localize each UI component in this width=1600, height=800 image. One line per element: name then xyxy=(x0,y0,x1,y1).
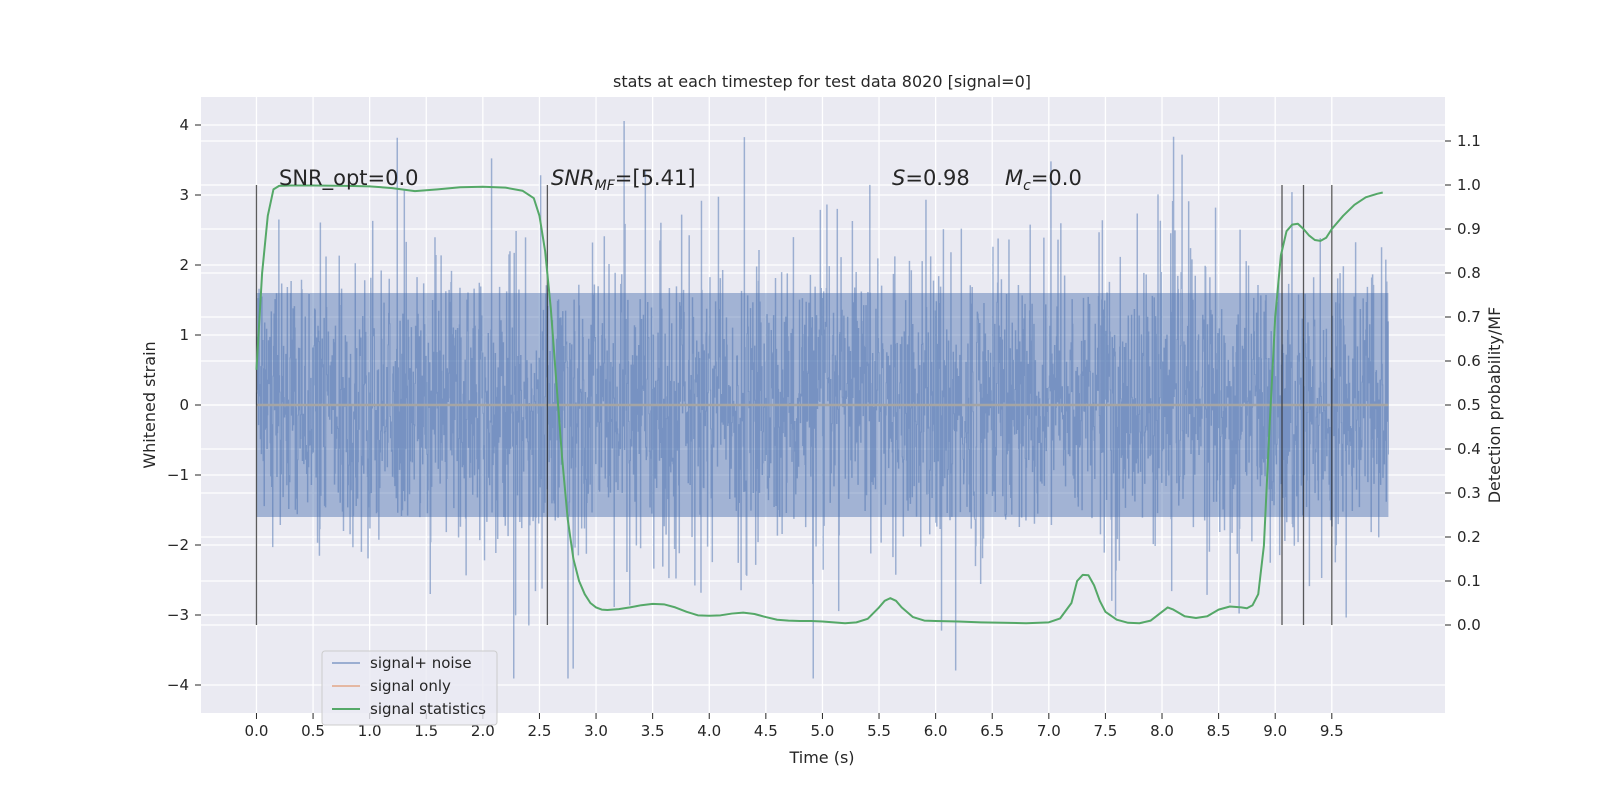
x-tick-label: 2.0 xyxy=(471,722,495,740)
x-tick-label: 0.5 xyxy=(301,722,325,740)
x-tick-label: 4.5 xyxy=(754,722,778,740)
snr-opt-annotation: SNR_opt=0.0 xyxy=(279,166,419,191)
x-tick-label: 2.5 xyxy=(528,722,552,740)
s-value: =0.98 xyxy=(905,166,969,190)
y-tick-label-left: −3 xyxy=(167,606,189,624)
y-tick-label-left: 3 xyxy=(179,186,189,204)
y-axis-label-left: Whitened strain xyxy=(140,341,159,468)
s-main: S xyxy=(892,166,905,190)
axis-ticks: 0.0 0.5 1.0 1.5 2.0 2.5 3.0 3.5 4.0 4.5 5.0 5.5 6.0 6… xyxy=(167,116,1481,740)
legend-box xyxy=(321,650,498,726)
x-tick-label: 7.5 xyxy=(1093,722,1117,740)
y-tick-label-right: 0.5 xyxy=(1457,396,1481,414)
x-tick-label: 0.0 xyxy=(245,722,269,740)
y-tick-label-right: 0.0 xyxy=(1457,616,1481,634)
mc-annotation: Mc=0.0 xyxy=(1005,166,1082,194)
x-tick-label: 1.0 xyxy=(358,722,382,740)
x-axis-label: Time (s) xyxy=(788,748,854,767)
snr-mf-annotation: SNRMF=[5.41] xyxy=(551,166,696,194)
y-tick-label-right: 0.1 xyxy=(1457,572,1481,590)
x-tick-label: 8.5 xyxy=(1207,722,1231,740)
y-tick-label-left: −4 xyxy=(167,676,189,694)
y-tick-label-right: 0.9 xyxy=(1457,220,1481,238)
statistics-series xyxy=(255,184,1383,625)
annotations: SNR_opt=0.0 SNRMF=[5.41] S=0.98 Mc=0.0 xyxy=(279,166,1082,194)
chart-title: stats at each timestep for test data 802… xyxy=(613,72,1031,91)
y-tick-label-left: 2 xyxy=(179,256,189,274)
y-axis-label-right: Detection probability/MF xyxy=(1485,307,1504,504)
x-tick-label: 7.0 xyxy=(1037,722,1061,740)
x-tick-label: 1.5 xyxy=(414,722,438,740)
snr-mf-value: =[5.41] xyxy=(615,166,696,190)
y-tick-label-right: 0.8 xyxy=(1457,264,1481,282)
y-tick-label-right: 0.6 xyxy=(1457,352,1481,370)
legend: signal+ noise signal only signal statist… xyxy=(321,650,498,726)
legend-label-statistics: signal statistics xyxy=(370,700,486,718)
snr-mf-sub: MF xyxy=(595,178,616,194)
x-tick-label: 5.5 xyxy=(867,722,891,740)
y-tick-label-left: −1 xyxy=(167,466,189,484)
y-tick-label-right: 0.3 xyxy=(1457,484,1481,502)
statistics-line xyxy=(255,184,1383,625)
x-tick-label: 9.0 xyxy=(1263,722,1287,740)
x-tick-label: 4.0 xyxy=(697,722,721,740)
mc-main: M xyxy=(1005,166,1023,190)
y-tick-label-right: 1.1 xyxy=(1457,132,1481,150)
y-tick-label-right: 0.7 xyxy=(1457,308,1481,326)
x-tick-label: 3.5 xyxy=(641,722,665,740)
x-tick-label: 5.0 xyxy=(811,722,835,740)
y-tick-label-left: −2 xyxy=(167,536,189,554)
x-tick-label: 3.0 xyxy=(584,722,608,740)
vertical-markers xyxy=(255,185,1333,625)
x-tick-label: 8.0 xyxy=(1150,722,1174,740)
legend-label-signal-only: signal only xyxy=(370,677,451,695)
mc-sub: c xyxy=(1023,178,1031,194)
y-tick-label-right: 0.2 xyxy=(1457,528,1481,546)
legend-label-noise: signal+ noise xyxy=(370,654,472,672)
x-tick-label: 6.5 xyxy=(980,722,1004,740)
y-tick-label-left: 4 xyxy=(179,116,189,134)
y-tick-label-right: 1.0 xyxy=(1457,176,1481,194)
y-tick-label-right: 0.4 xyxy=(1457,440,1481,458)
y-tick-label-left: 0 xyxy=(179,396,189,414)
mc-value: =0.0 xyxy=(1031,166,1082,190)
x-tick-label: 9.5 xyxy=(1320,722,1344,740)
x-tick-label: 6.0 xyxy=(924,722,948,740)
noise-line xyxy=(255,121,1389,679)
s-annotation: S=0.98 xyxy=(892,166,970,190)
snr-mf-main: SNR xyxy=(551,166,595,190)
y-tick-label-left: 1 xyxy=(179,326,189,344)
